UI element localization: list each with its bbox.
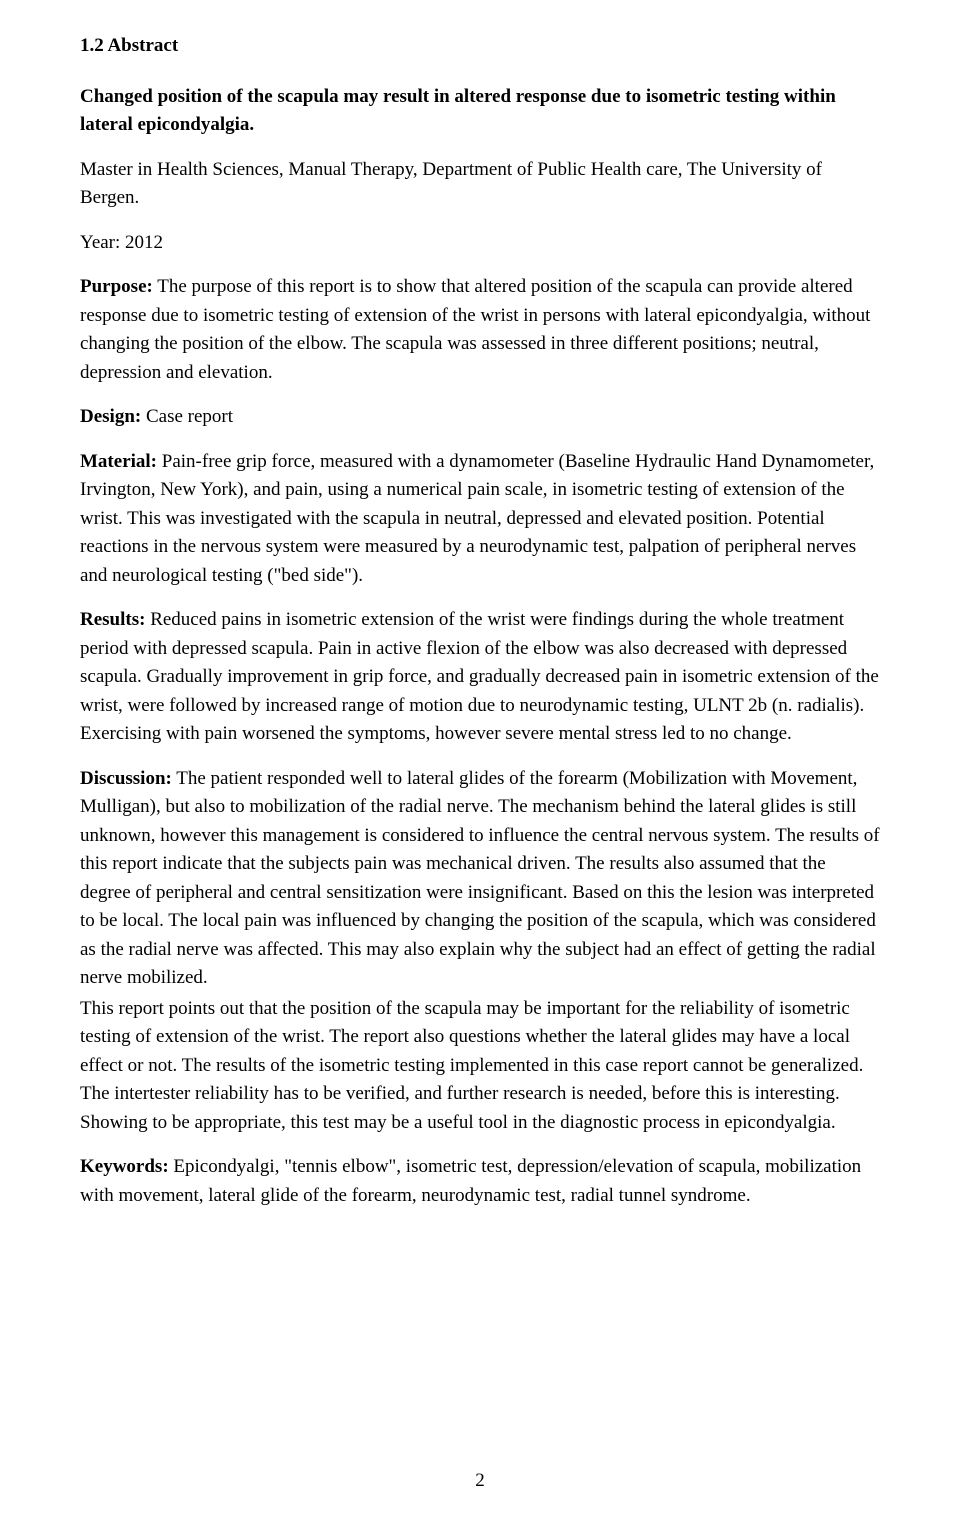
page-number: 2 [0,1467,960,1496]
material-label: Material: [80,451,157,472]
results-label: Results: [80,609,145,630]
affiliation-line: Master in Health Sciences, Manual Therap… [80,156,880,213]
material-text: Pain-free grip force, measured with a dy… [80,451,874,586]
keywords-paragraph: Keywords: Epicondyalgi, "tennis elbow", … [80,1153,880,1210]
document-page: 1.2 Abstract Changed position of the sca… [0,0,960,1515]
design-paragraph: Design: Case report [80,403,880,432]
year-line: Year: 2012 [80,229,880,258]
keywords-text: Epicondyalgi, "tennis elbow", isometric … [80,1156,861,1206]
abstract-title: Changed position of the scapula may resu… [80,83,880,140]
purpose-paragraph: Purpose: The purpose of this report is t… [80,273,880,387]
purpose-label: Purpose: [80,276,153,297]
discussion-label: Discussion: [80,768,172,789]
section-heading: 1.2 Abstract [80,32,880,61]
discussion-text-1: The patient responded well to lateral gl… [80,768,880,989]
design-label: Design: [80,406,141,427]
discussion-paragraph-2: This report points out that the position… [80,995,880,1138]
results-text: Reduced pains in isometric extension of … [80,609,879,744]
purpose-text: The purpose of this report is to show th… [80,276,870,383]
material-paragraph: Material: Pain-free grip force, measured… [80,448,880,591]
results-paragraph: Results: Reduced pains in isometric exte… [80,606,880,749]
discussion-paragraph-1: Discussion: The patient responded well t… [80,765,880,993]
discussion-text-2: This report points out that the position… [80,998,863,1133]
keywords-label: Keywords: [80,1156,169,1177]
design-text: Case report [141,406,233,427]
